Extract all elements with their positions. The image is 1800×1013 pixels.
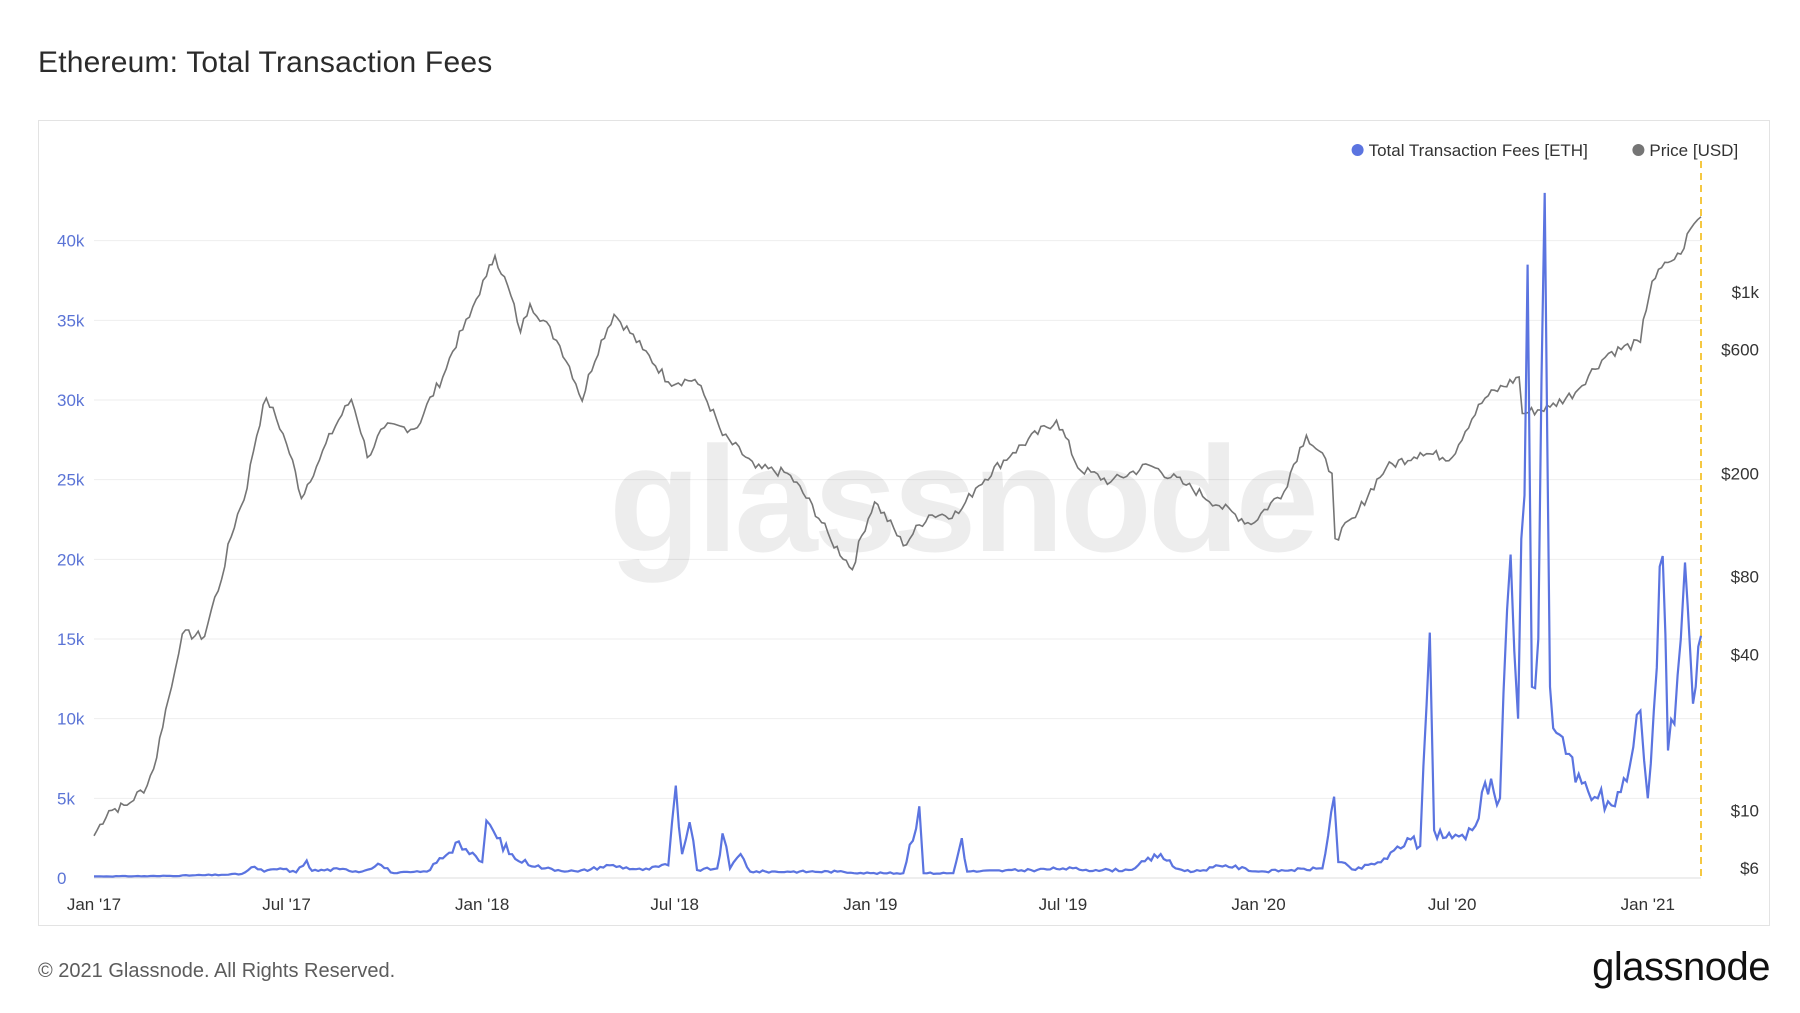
grid	[94, 240, 1701, 879]
copyright-text: © 2021 Glassnode. All Rights Reserved.	[38, 960, 396, 982]
x-tick-label: Jan '21	[1621, 895, 1675, 914]
legend-marker	[1632, 144, 1645, 156]
x-tick-label: Jul '17	[262, 895, 311, 914]
y-right-tick-label: $1k	[1732, 283, 1760, 302]
y-left-tick-label: 15k	[57, 630, 85, 649]
price-series-line	[93, 216, 1702, 837]
y-right-tick-label: $600	[1721, 341, 1759, 360]
legend-label: Total Transaction Fees [ETH]	[1369, 141, 1588, 160]
y-left-tick-label: 40k	[57, 232, 85, 251]
y-left-tick-label: 10k	[57, 710, 85, 729]
watermark: glassnode	[609, 415, 1315, 583]
y-left-tick-label: 35k	[57, 311, 85, 330]
page-title: Ethereum: Total Transaction Fees	[38, 46, 493, 79]
y-left-tick-label: 25k	[57, 471, 85, 490]
y-left-tick-label: 30k	[57, 391, 85, 410]
x-tick-label: Jan '19	[843, 895, 897, 914]
x-tick-label: Jan '18	[455, 895, 509, 914]
fees-series-line	[94, 192, 1703, 878]
y-left-tick-label: 5k	[57, 789, 75, 808]
y-right-tick-label: $200	[1721, 464, 1759, 483]
chart-area[interactable]: glassnode 0 5k 10k 15k 20k 25k 30k 35k 40k $6 $10…	[38, 120, 1770, 926]
x-tick-label: Jul '19	[1039, 895, 1088, 914]
y-right-tick-label: $40	[1731, 646, 1759, 665]
legend: Price [USD] Total Transaction Fees [ETH]	[1351, 141, 1738, 160]
x-tick-label: Jul '20	[1428, 895, 1477, 914]
x-axis: Jan '17 Jul '17 Jan '18 Jul '18 Jan '19 Jul '…	[67, 895, 1675, 914]
y-axis-left: 0 5k 10k 15k 20k 25k 30k 35k 40k	[57, 232, 85, 888]
legend-label: Price [USD]	[1649, 141, 1738, 160]
y-right-tick-label: $10	[1731, 802, 1759, 821]
legend-marker	[1351, 144, 1364, 156]
x-tick-label: Jan '20	[1231, 895, 1285, 914]
x-tick-label: Jul '18	[650, 895, 699, 914]
y-right-tick-label: $6	[1740, 859, 1759, 878]
chart-svg: glassnode 0 5k 10k 15k 20k 25k 30k 35k 40k $6 $10…	[57, 141, 1759, 914]
glassnode-logo: glassnode	[1592, 945, 1770, 989]
y-left-tick-label: 0	[57, 869, 66, 888]
y-left-tick-label: 20k	[57, 550, 85, 569]
x-tick-label: Jan '17	[67, 895, 121, 914]
y-right-tick-label: $80	[1731, 567, 1759, 586]
y-axis-right: $6 $10 $40 $80 $200 $600 $1k	[1721, 283, 1759, 878]
